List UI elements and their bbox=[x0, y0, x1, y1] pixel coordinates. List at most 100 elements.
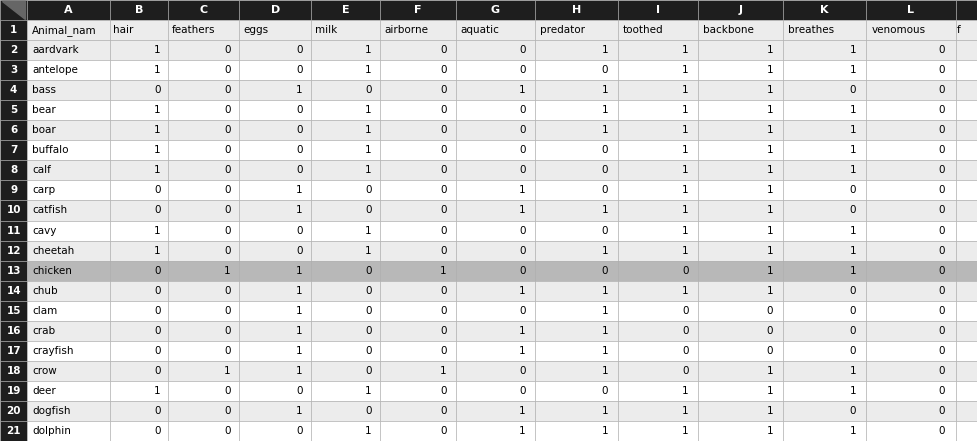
Text: 1: 1 bbox=[602, 366, 609, 376]
Bar bbox=[698, 421, 784, 441]
Text: J: J bbox=[739, 5, 743, 15]
Bar bbox=[380, 301, 455, 321]
Text: 1: 1 bbox=[849, 146, 856, 155]
Bar bbox=[956, 321, 977, 341]
Text: 1: 1 bbox=[767, 125, 773, 135]
Bar bbox=[535, 20, 618, 40]
Text: Animal_nam: Animal_nam bbox=[32, 25, 97, 36]
Text: 1: 1 bbox=[849, 246, 856, 256]
Bar bbox=[956, 20, 977, 40]
Text: 0: 0 bbox=[938, 286, 945, 295]
Text: 0: 0 bbox=[154, 406, 161, 416]
Bar bbox=[168, 20, 239, 40]
Bar bbox=[311, 261, 380, 280]
Bar bbox=[784, 60, 866, 80]
Bar bbox=[110, 140, 168, 161]
Bar bbox=[618, 301, 698, 321]
Text: 1: 1 bbox=[767, 246, 773, 256]
Text: 1: 1 bbox=[602, 45, 609, 55]
Text: 0: 0 bbox=[365, 406, 371, 416]
Bar bbox=[0, 280, 27, 301]
Text: 0: 0 bbox=[440, 105, 446, 115]
Bar bbox=[27, 261, 110, 280]
Text: 1: 1 bbox=[10, 25, 18, 35]
Bar bbox=[535, 220, 618, 240]
Text: 1: 1 bbox=[440, 265, 446, 276]
Text: 1: 1 bbox=[849, 105, 856, 115]
Text: catfish: catfish bbox=[32, 206, 67, 216]
Text: 1: 1 bbox=[602, 426, 609, 436]
Text: 1: 1 bbox=[682, 125, 689, 135]
Bar bbox=[380, 280, 455, 301]
Bar bbox=[618, 341, 698, 361]
Text: 1: 1 bbox=[602, 206, 609, 216]
Bar bbox=[956, 280, 977, 301]
Text: 1: 1 bbox=[154, 146, 161, 155]
Bar bbox=[27, 201, 110, 220]
Bar bbox=[698, 40, 784, 60]
Text: 0: 0 bbox=[520, 45, 526, 55]
Bar bbox=[956, 261, 977, 280]
Bar bbox=[168, 220, 239, 240]
Text: 1: 1 bbox=[767, 265, 773, 276]
Text: 1: 1 bbox=[767, 165, 773, 176]
Bar bbox=[455, 20, 535, 40]
Text: toothed: toothed bbox=[623, 25, 663, 35]
Text: 0: 0 bbox=[154, 185, 161, 195]
Bar bbox=[455, 201, 535, 220]
Bar bbox=[311, 361, 380, 381]
Bar bbox=[866, 401, 956, 421]
Bar bbox=[239, 220, 311, 240]
Bar bbox=[0, 100, 27, 120]
Text: 1: 1 bbox=[849, 125, 856, 135]
Bar bbox=[784, 421, 866, 441]
Text: 0: 0 bbox=[850, 185, 856, 195]
Bar bbox=[239, 261, 311, 280]
Bar bbox=[956, 341, 977, 361]
Bar bbox=[0, 0, 27, 20]
Bar bbox=[168, 161, 239, 180]
Bar bbox=[455, 321, 535, 341]
Bar bbox=[866, 261, 956, 280]
Bar bbox=[455, 381, 535, 401]
Text: 0: 0 bbox=[440, 326, 446, 336]
Text: 5: 5 bbox=[10, 105, 18, 115]
Bar bbox=[784, 240, 866, 261]
Text: 1: 1 bbox=[682, 105, 689, 115]
Text: 0: 0 bbox=[850, 306, 856, 316]
Text: 7: 7 bbox=[10, 146, 18, 155]
Bar bbox=[956, 201, 977, 220]
Text: 1: 1 bbox=[296, 406, 303, 416]
Bar bbox=[110, 401, 168, 421]
Bar bbox=[27, 220, 110, 240]
Text: I: I bbox=[657, 5, 660, 15]
Text: 0: 0 bbox=[520, 265, 526, 276]
Bar bbox=[0, 60, 27, 80]
Bar bbox=[866, 80, 956, 100]
Bar bbox=[618, 381, 698, 401]
Text: 0: 0 bbox=[767, 326, 773, 336]
Text: dogfish: dogfish bbox=[32, 406, 70, 416]
Text: 1: 1 bbox=[296, 306, 303, 316]
Bar bbox=[698, 361, 784, 381]
Bar bbox=[239, 361, 311, 381]
Text: 1: 1 bbox=[602, 326, 609, 336]
Text: 0: 0 bbox=[682, 346, 689, 356]
Text: 15: 15 bbox=[7, 306, 21, 316]
Bar bbox=[239, 100, 311, 120]
Text: 0: 0 bbox=[440, 206, 446, 216]
Text: 0: 0 bbox=[365, 85, 371, 95]
Text: 1: 1 bbox=[682, 286, 689, 295]
Text: 0: 0 bbox=[296, 165, 303, 176]
Bar bbox=[698, 100, 784, 120]
Text: 0: 0 bbox=[520, 146, 526, 155]
Text: 1: 1 bbox=[682, 206, 689, 216]
Bar bbox=[618, 40, 698, 60]
Text: 18: 18 bbox=[7, 366, 21, 376]
Text: 1: 1 bbox=[849, 265, 856, 276]
Text: 0: 0 bbox=[938, 165, 945, 176]
Bar bbox=[866, 421, 956, 441]
Text: 1: 1 bbox=[296, 85, 303, 95]
Bar bbox=[311, 321, 380, 341]
Text: 1: 1 bbox=[849, 426, 856, 436]
